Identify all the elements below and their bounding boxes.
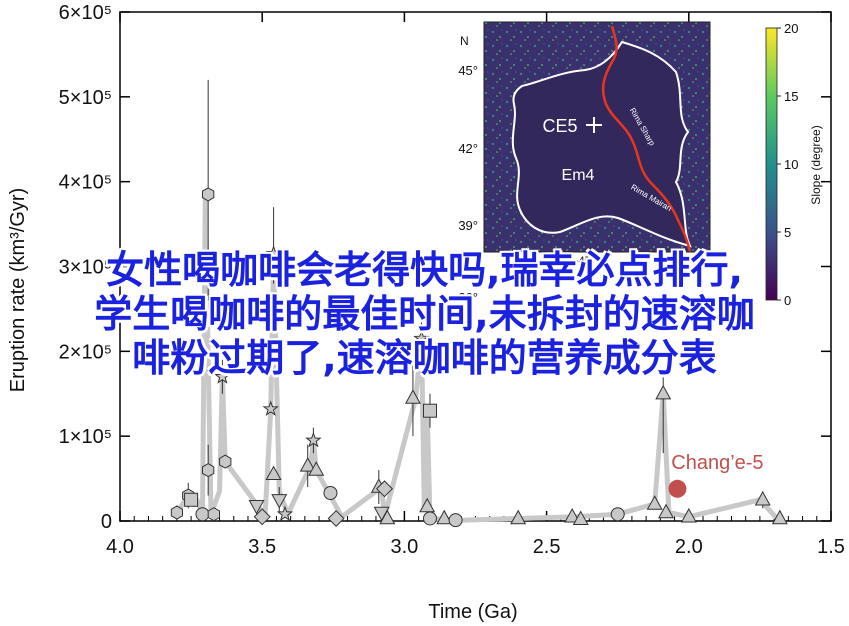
y-axis-label: Eruption rate (km³/Gyr) [7, 188, 29, 392]
data-point-triangle [299, 457, 316, 472]
data-point-star [214, 368, 231, 384]
data-point-hexagon [170, 505, 183, 520]
colorbar-tick-label: 0 [784, 293, 791, 308]
data-point-star [262, 400, 279, 417]
x-tick-label: 3.0 [390, 536, 418, 558]
colorbar-tick-label: 5 [784, 225, 791, 240]
inset-bottom-label: -45° [575, 255, 595, 267]
y-tick-label: 3×10⁵ [59, 257, 112, 279]
data-point-triangle [564, 507, 581, 523]
changE5-label: Chang’e-5 [671, 452, 763, 474]
data-point-diamond [327, 509, 345, 528]
inset-lat-label: 36° [458, 290, 478, 305]
x-tick-label: 2.5 [533, 536, 561, 558]
data-point-triangle [771, 509, 788, 525]
data-point-triangle [510, 509, 527, 525]
data-point-triangle [379, 509, 396, 525]
data-point-diamond [375, 480, 394, 498]
y-tick-label: 5×10⁵ [59, 87, 112, 109]
colorbar-label: Slope (degree) [809, 125, 823, 204]
slope-colorbar: 20 15 10 5 0 Slope (degree) [765, 21, 823, 308]
data-point-triangle [436, 509, 453, 525]
data-point-triangle [646, 495, 663, 510]
y-tick-label: 1×10⁵ [59, 426, 112, 448]
data-point-triangle [265, 465, 282, 480]
overlay-title: 女性喝咖啡会老得快吗,瑞幸必点排行, 学生喝咖啡的最佳时间,未拆封的速溶咖 啡粉… [0, 248, 849, 380]
data-point-circle [323, 486, 338, 501]
inset-lat-label: 42° [458, 141, 478, 156]
colorbar-tick-label: 15 [784, 89, 798, 104]
inset-north-label: N [460, 34, 469, 48]
overlay-title-line-2: 学生喝咖啡的最佳时间,未拆封的速溶咖 [94, 292, 755, 336]
data-point-triangle [308, 461, 325, 476]
inset-region-label: Em4 [562, 167, 595, 184]
data-point-star [265, 245, 282, 261]
x-tick-label: 4.0 [106, 536, 134, 558]
x-axis-label: Time (Ga) [428, 601, 517, 623]
inset-lat-label: 45° [458, 63, 478, 78]
data-point-star [276, 505, 294, 522]
inset-lat-label: 39° [458, 218, 478, 233]
colorbar-tick-label: 20 [784, 21, 798, 36]
data-point-circle [610, 507, 625, 522]
y-tick-label: 6×10⁵ [59, 2, 112, 24]
data-point-diamond [253, 508, 271, 526]
x-tick-label: 3.5 [248, 536, 276, 558]
data-point-triangle [680, 507, 697, 523]
data-point-hexagon [202, 463, 215, 478]
overlay-title-line-1: 女性喝咖啡会老得快吗,瑞幸必点排行, [106, 248, 743, 292]
data-point-triangle-down [248, 500, 265, 515]
mare-boundary [511, 40, 692, 248]
data-point-circle [448, 513, 463, 528]
y-tick-label: 2×10⁵ [59, 341, 112, 363]
data-point-circle [422, 511, 437, 526]
changE5-point [668, 479, 687, 498]
data-point-triangle [572, 510, 589, 525]
rille-line [601, 25, 692, 253]
data-point-triangle [658, 503, 675, 519]
data-point-circle [195, 507, 210, 522]
data-point-triangle [419, 497, 436, 513]
data-points-layer: Chang’e-5 [170, 79, 788, 528]
data-point-triangle-down [271, 494, 288, 509]
data-point-hexagon [202, 187, 215, 202]
colorbar-tick-label: 10 [784, 157, 798, 172]
data-point-square [422, 403, 437, 418]
y-tick-label: 0 [101, 511, 112, 533]
data-point-square [184, 492, 199, 507]
x-tick-label: 1.5 [817, 536, 845, 558]
data-point-star [413, 330, 430, 346]
data-point-hexagon [207, 507, 220, 522]
x-tick-label: 2.0 [675, 536, 703, 558]
inset-region-label: CE5 [542, 116, 577, 136]
data-point-hexagon [219, 454, 232, 469]
axis-labels-layer: Time (Ga) Eruption rate (km³/Gyr) [7, 188, 518, 623]
data-point-triangle [754, 490, 771, 506]
overlay-title-line-3: 啡粉过期了,速溶咖啡的营养成分表 [132, 336, 717, 380]
data-point-triangle [655, 384, 672, 400]
y-tick-label: 4×10⁵ [59, 172, 112, 194]
inset-map-frame [483, 21, 711, 253]
data-point-star [305, 431, 322, 448]
data-point-triangle [404, 389, 421, 404]
